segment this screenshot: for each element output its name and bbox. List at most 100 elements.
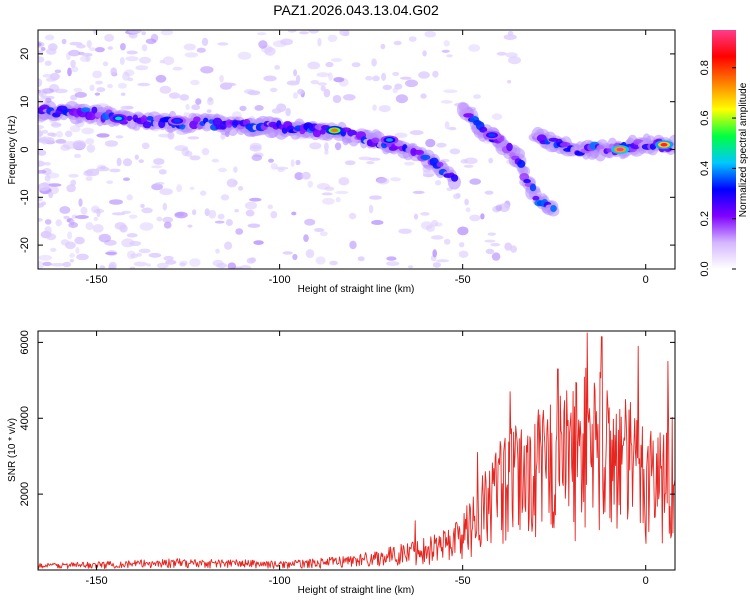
spectrogram-noise-blob [174,211,188,219]
spectrogram-noise-blob [115,135,124,139]
spectrogram-noise-blob [156,216,163,222]
spectrogram-noise-blob [321,192,333,196]
spectrogram-noise-blob [294,172,304,181]
spectrogram-cell [312,129,322,138]
spectrogram-noise-blob [491,113,503,120]
spectrogram-noise-blob [124,69,135,77]
spectrogram-noise-blob [297,88,305,95]
spectrogram-noise-blob [162,216,174,223]
spectrogram-cell [559,141,571,148]
spectrogram-noise-blob [151,165,163,169]
spectrogram-noise-blob [390,177,401,182]
spectrogram-cell [451,174,459,182]
spectrogram-noise-blob [244,201,258,210]
spectrogram-noise-blob [344,160,356,166]
spectrogram-noise-blob [159,188,173,196]
spectrogram-noise-blob [125,56,139,62]
snr-series-line [38,332,675,569]
spectrogram-noise-blob [74,153,81,159]
spectrogram-noise-blob [71,214,78,219]
spectrogram-noise-blob [422,50,427,57]
spectrogram-noise-blob [96,87,106,93]
spectrogram-noise-blob [217,213,225,220]
snr-xtick-label: -100 [269,575,291,587]
spectrogram-noise-blob [191,104,201,111]
spectrogram-noise-blob [123,177,130,181]
spectrogram-noise-blob [46,233,57,241]
spectrogram-noise-blob [66,184,76,193]
spectrogram-noise-blob [408,36,417,42]
spectrogram-noise-blob [254,105,264,111]
spectrogram-noise-blob [394,132,408,138]
spectrogram-noise-blob [110,67,117,76]
spectrogram-noise-blob [219,74,224,83]
spectrogram-noise-blob [102,61,109,67]
spectrogram-noise-blob [313,228,325,232]
spectrogram-noise-blob [495,204,503,212]
spectrogram-noise-blob [220,194,230,201]
spectrogram-noise-blob [38,254,53,261]
spectrogram-noise-blob [55,219,62,227]
spectrogram-noise-blob [138,248,151,254]
spectrogram-ytick-label: 0 [19,146,31,152]
spectrogram-noise-blob [155,181,165,185]
spectrogram-noise-blob [107,83,113,89]
spectrogram-noise-blob [61,38,67,45]
spectrogram-cell [193,116,201,123]
spectrogram-noise-blob [324,142,329,152]
spectrogram-noise-blob [292,253,298,261]
spectrogram-cell [536,134,547,143]
spectrogram-noise-blob [44,226,52,235]
spectrogram-noise-blob [195,98,202,105]
spectrogram-noise-blob [117,82,128,89]
spectrogram-cell [517,159,526,168]
spectrogram-noise-blob [201,147,210,156]
spectrogram-noise-blob [225,219,233,226]
spectrogram-noise-blob [237,51,252,60]
spectrogram-noise-blob [141,44,148,52]
spectrogram-noise-blob [469,178,482,185]
spectrogram-noise-blob [413,213,419,220]
spectrogram-noise-blob [94,47,105,53]
spectrogram-noise-blob [150,33,159,43]
spectrogram-cell [189,120,199,130]
spectrogram-cell [86,111,96,121]
spectrogram-noise-blob [432,70,439,78]
spectrogram-noise-blob [172,66,183,71]
spectrogram-noise-blob [73,87,83,93]
spectrogram-noise-blob [432,249,438,258]
spectrogram-noise-blob [38,218,43,222]
spectrogram-noise-blob [120,92,126,96]
snr-xlabel: Height of straight line (km) [298,585,415,596]
spectrogram-noise-blob [116,157,122,167]
snr-ylabel: SNR (10 * v/v) [7,418,18,482]
spectrogram-noise-blob [204,208,210,217]
colorbar: 0.0 0.2 0.4 0.6 0.8 Normalized spectral ampl… [699,30,749,277]
snr-xtick-label: 0 [643,575,649,587]
spectrogram-noise-blob [158,133,173,138]
spectrogram-noise-blob [70,66,79,73]
spectrogram-noise-blob [179,262,187,267]
spectrogram-noise-blob [122,71,130,81]
spectrogram-noise-blob [330,58,343,62]
spectrogram-noise-blob [76,44,86,49]
spectrogram-marks [38,30,675,269]
spectrogram-noise-blob [441,49,450,53]
spectrogram-noise-blob [420,93,427,99]
spectrogram-noise-blob [108,261,117,269]
colorbar-tick-label: 0.2 [699,211,711,226]
spectrogram-noise-blob [44,34,55,41]
colorbar-tick-label: 0.4 [699,161,711,176]
spectrogram-noise-blob [249,197,262,202]
spectrogram-noise-blob [130,253,139,259]
spectrogram-ylabel: Frequency (Hz) [7,116,18,185]
spectrogram-noise-blob [165,259,177,265]
spectrogram-noise-blob [59,206,71,214]
spectrogram-noise-blob [436,259,450,263]
colorbar-label: Normalized spectral amplitude [738,82,749,217]
spectrogram-noise-blob [334,142,342,151]
spectrogram-peak [331,128,339,133]
spectrogram-noise-blob [41,129,49,134]
spectrogram-noise-blob [233,166,238,173]
